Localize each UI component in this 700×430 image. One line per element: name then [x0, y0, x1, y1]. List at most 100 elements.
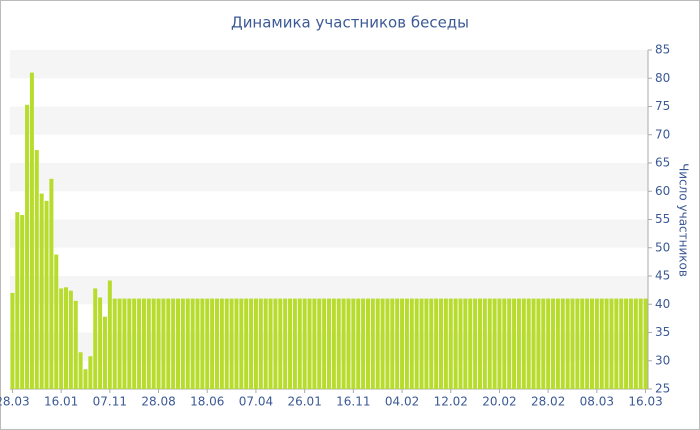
bar — [633, 298, 638, 389]
bar — [609, 298, 614, 389]
bar — [477, 298, 482, 389]
y-tick-label: 70 — [655, 127, 670, 141]
bar — [409, 298, 414, 389]
bar — [249, 298, 254, 389]
bar — [214, 298, 219, 389]
bar — [385, 298, 390, 389]
bar — [468, 298, 473, 389]
y-tick-label: 80 — [655, 71, 670, 85]
x-tick-label: 16.11 — [336, 395, 370, 409]
bar — [171, 298, 176, 389]
bar — [638, 298, 643, 389]
bar — [575, 298, 580, 389]
bar — [273, 298, 278, 389]
y-tick-label: 60 — [655, 184, 670, 198]
bar — [132, 298, 137, 389]
bar — [365, 298, 370, 389]
bar — [302, 298, 307, 389]
bar — [327, 298, 331, 389]
y-tick-label: 65 — [655, 156, 670, 170]
bar — [112, 298, 117, 389]
bar — [68, 290, 73, 389]
bar — [419, 298, 424, 389]
bar — [434, 298, 439, 389]
bar — [356, 298, 361, 389]
y-tick-label: 35 — [655, 325, 670, 339]
bar — [20, 214, 25, 389]
x-tick-label: 04.02 — [385, 395, 419, 409]
bar — [380, 298, 385, 389]
bar — [78, 352, 83, 389]
bar — [443, 298, 448, 389]
bar — [25, 104, 30, 390]
bar — [317, 298, 322, 389]
bar — [624, 298, 629, 389]
bar — [643, 298, 648, 389]
bar — [224, 298, 229, 389]
bar — [205, 298, 210, 389]
y-tick-label: 40 — [655, 297, 670, 311]
bar — [180, 298, 185, 389]
bar — [331, 298, 336, 389]
bar — [458, 298, 463, 389]
bar — [307, 298, 312, 389]
bar — [521, 298, 526, 389]
bar — [64, 287, 69, 389]
bar — [351, 298, 356, 389]
bar — [253, 298, 258, 389]
bar — [258, 298, 263, 389]
bar — [375, 298, 380, 389]
bar — [15, 212, 20, 389]
bar — [322, 298, 327, 389]
bar — [59, 288, 64, 389]
bar — [370, 298, 375, 389]
bar — [390, 298, 395, 389]
bar — [263, 298, 268, 389]
bar — [278, 298, 283, 389]
bar — [541, 298, 546, 389]
bar — [107, 280, 112, 389]
bar — [580, 298, 585, 389]
bar — [185, 298, 190, 389]
bar — [176, 298, 181, 389]
bar — [414, 298, 419, 389]
bar — [141, 298, 146, 389]
bar — [49, 178, 54, 389]
bar — [439, 298, 444, 389]
bar — [400, 298, 405, 389]
bar — [117, 298, 122, 389]
bar — [507, 298, 512, 389]
bar — [546, 298, 551, 389]
bar — [628, 298, 633, 389]
bar — [512, 298, 517, 389]
grid-band — [10, 50, 648, 79]
bar — [268, 298, 273, 389]
bar — [137, 298, 142, 389]
bar — [395, 298, 400, 389]
bar — [29, 72, 34, 389]
x-tick-label: 12.02 — [434, 395, 468, 409]
bar — [54, 254, 59, 389]
bar — [127, 298, 132, 389]
x-tick-label: 16.03 — [628, 395, 662, 409]
bar — [560, 298, 565, 389]
bar — [166, 298, 171, 389]
bar — [531, 298, 536, 389]
y-tick-label: 75 — [655, 99, 670, 113]
bar — [424, 298, 429, 389]
bar — [122, 298, 127, 389]
bar — [341, 298, 346, 389]
grid-band — [10, 219, 648, 248]
y-tick-label: 25 — [655, 382, 670, 396]
x-tick-label: 07.04 — [239, 395, 273, 409]
bar — [589, 298, 594, 389]
bar — [229, 298, 234, 389]
bar — [565, 298, 570, 389]
bar — [585, 298, 590, 389]
bar — [473, 298, 478, 389]
bar — [195, 298, 200, 389]
bar — [161, 298, 166, 389]
bar — [492, 298, 497, 389]
y-tick-label: 85 — [655, 43, 670, 57]
bar — [234, 298, 239, 389]
